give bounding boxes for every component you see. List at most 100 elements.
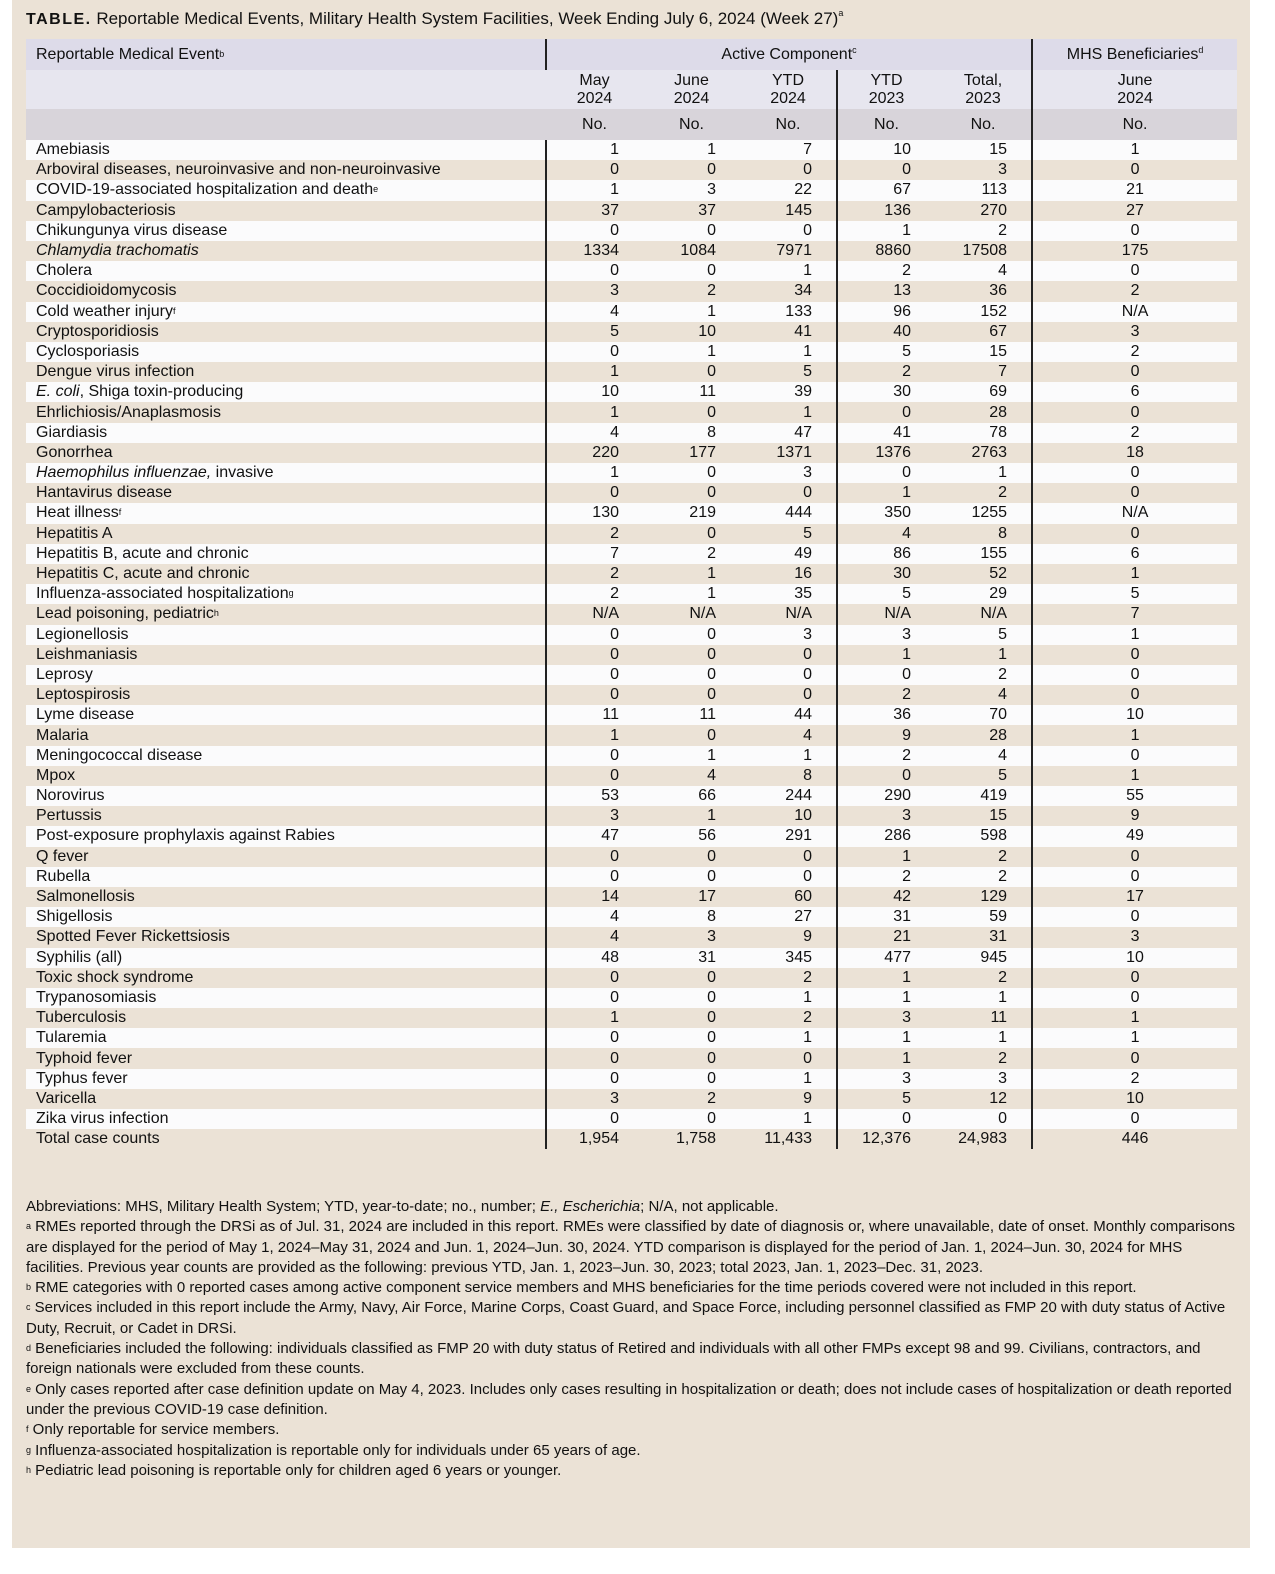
cell-value: 0: [1031, 483, 1238, 504]
active-component-header: Active Componentc: [544, 39, 1033, 70]
cell-value: 30: [836, 382, 935, 403]
cell-value: 1: [1031, 765, 1238, 786]
cell-value: 350: [836, 503, 935, 524]
cell-value: 2: [998, 1049, 1008, 1067]
cell-value: 0: [803, 221, 812, 239]
table-row: Giardiasis 4 8 47 41 78 2: [26, 422, 1238, 443]
cell-value: 0: [707, 726, 716, 744]
cell-value: 21: [1031, 180, 1238, 201]
cell-value: 3: [836, 806, 935, 827]
cell-value: 5: [998, 766, 1008, 784]
cell-value: 290: [836, 786, 935, 807]
cell-value: 5: [836, 584, 935, 605]
cell-value: 0: [707, 1069, 716, 1087]
event-name: Rubella: [36, 867, 91, 885]
cell-value: 0: [545, 160, 643, 181]
table-row: Mpox 0 4 8 0 5 1: [26, 765, 1238, 786]
event-name: Malaria: [36, 726, 89, 744]
unit-header: No.: [740, 109, 837, 140]
table-row: Cold weather injuryf 4 1 133 96 152 N/A: [26, 301, 1238, 322]
unit-header: No.: [836, 109, 935, 140]
cell-value: 34: [794, 282, 812, 300]
cell-value: 3: [836, 624, 935, 645]
cell-value: 133: [785, 302, 812, 320]
cell-value: 1: [836, 483, 935, 504]
cell-value: 0: [707, 1049, 716, 1067]
cell-value: 4: [803, 726, 812, 744]
event-name: Mpox: [36, 766, 76, 784]
cell-value: 2763: [971, 443, 1008, 461]
cell-value: 0: [545, 1028, 643, 1049]
cell-value: 2: [836, 685, 935, 706]
cell-value: 3: [545, 1088, 643, 1109]
footnote: Abbreviations: MHS, Military Health Syst…: [26, 1198, 779, 1215]
event-name: Chlamydia trachomatis: [36, 242, 199, 260]
table-row: Hepatitis C, acute and chronic 2 1 16 30 52 1: [26, 563, 1238, 585]
cell-value: 2: [836, 362, 935, 383]
cell-value: 0: [707, 988, 716, 1006]
cell-value: 2: [707, 544, 716, 562]
event-name: Hantavirus disease: [36, 484, 173, 502]
event-name: Hepatitis C, acute and chronic: [36, 565, 250, 583]
cell-value: 0: [1031, 1109, 1238, 1130]
cell-value: 0: [545, 685, 643, 706]
cell-value: 0: [707, 625, 716, 643]
cell-value: 4: [998, 686, 1008, 704]
cell-value: 17: [698, 888, 716, 906]
cell-value: 11: [699, 383, 716, 401]
cell-value: 1: [998, 464, 1008, 482]
cell-value: 1376: [836, 442, 935, 463]
table-row: Coccidioidomycosis 3 2 34 13 36 2: [26, 281, 1238, 302]
cell-value: 0: [707, 867, 716, 885]
cell-value: 1: [998, 988, 1008, 1006]
cell-value: 17508: [962, 242, 1008, 260]
cell-value: 0: [545, 987, 643, 1009]
cell-value: 0: [1031, 745, 1238, 766]
cell-value: 2: [545, 523, 643, 544]
cell-value: 0: [803, 161, 812, 179]
cell-value: 1: [707, 342, 716, 360]
event-name: Campylobacteriosis: [36, 201, 176, 219]
cell-value: 0: [1031, 685, 1238, 706]
cell-value: 2: [836, 261, 935, 282]
unit-header: No.: [935, 109, 1033, 140]
cell-value: 0: [836, 402, 935, 423]
cell-value: 0: [836, 1109, 935, 1130]
cell-value: 1: [803, 262, 812, 280]
cell-value: 4: [545, 927, 643, 948]
table-row: Hepatitis A 2 0 5 4 8 0: [26, 523, 1238, 544]
table-row: Arboviral diseases, neuroinvasive and no…: [26, 160, 1238, 181]
cell-value: 0: [707, 524, 716, 542]
cell-value: 31: [989, 928, 1008, 946]
cell-value: 14: [545, 886, 643, 908]
event-name: Gonorrhea: [36, 443, 113, 461]
footnote: d Beneficiaries included the following: …: [26, 1340, 1201, 1378]
cell-value: 28: [989, 403, 1008, 421]
cell-value: N/A: [1031, 301, 1238, 322]
mhs-beneficiaries-header: MHS Beneficiariesd: [1031, 39, 1238, 70]
cell-value: 5: [803, 524, 812, 542]
cell-value: 60: [794, 888, 812, 906]
cell-value: 7: [1031, 604, 1238, 625]
column-header: YTD 2023: [836, 70, 935, 109]
cell-value: 155: [980, 544, 1008, 562]
cell-value: 1: [836, 220, 935, 241]
event-name: Total case counts: [36, 1130, 160, 1148]
event-name: Cholera: [36, 262, 93, 280]
cell-value: 8860: [836, 240, 935, 262]
table-row: Amebiasis 1 1 7 10 15 1: [26, 140, 1238, 161]
cell-value: 3: [836, 1068, 935, 1089]
table-row: Ehrlichiosis/Anaplasmosis 1 0 1 0 28 0: [26, 402, 1238, 423]
table-row: Chlamydia trachomatis 1334 1084 7971 8860 175…: [26, 240, 1238, 262]
cell-value: 130: [545, 503, 643, 524]
cell-value: 1: [836, 987, 935, 1009]
footnote: f Only reportable for service members.: [26, 1421, 280, 1439]
cell-value: 3: [998, 1069, 1008, 1087]
event-name: Tuberculosis: [36, 1009, 127, 1027]
cell-value: 12,376: [836, 1129, 935, 1150]
cell-value: 28: [989, 726, 1008, 744]
event-name: Q fever: [36, 847, 89, 865]
cell-value: 1: [1031, 1008, 1238, 1029]
cell-value: 0: [707, 403, 716, 421]
event-name: Cold weather injuryf: [36, 302, 176, 320]
